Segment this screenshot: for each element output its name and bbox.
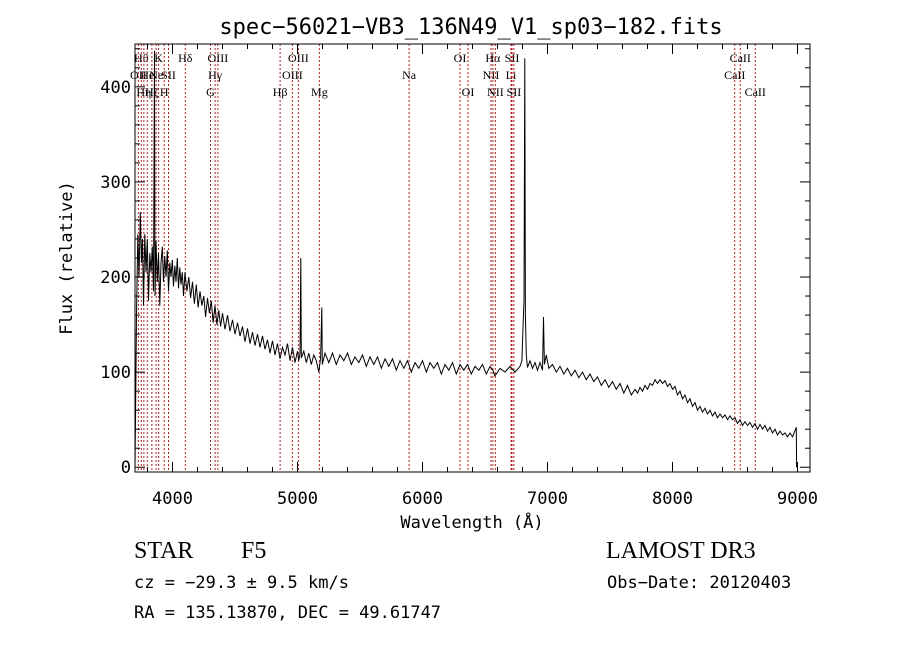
x-tick-label-0: 4000 bbox=[152, 489, 193, 509]
spectral-line-label-1: Hθ bbox=[134, 51, 149, 65]
spectral-line-label-11: Hγ bbox=[208, 68, 223, 82]
spectral-line-label-5: Ne bbox=[149, 68, 163, 82]
x-tick-label-1: 5000 bbox=[277, 489, 318, 509]
y-tick-label-2: 200 bbox=[100, 268, 131, 288]
spectral-line-label-14: OIII bbox=[282, 68, 303, 82]
spectral-line-label-17: Na bbox=[402, 68, 417, 82]
spectral-line-label-19: OI bbox=[462, 85, 475, 99]
spectral-line-label-24: SII bbox=[505, 51, 520, 65]
x-tick-label-4: 8000 bbox=[652, 489, 693, 509]
axis-ticks: 4000 5000 6000 7000 8000 9000 0 100 200 300 400 bbox=[100, 44, 818, 509]
redshift-velocity: cz = −29.3 ± 9.5 km/s bbox=[134, 573, 349, 593]
x-tick-label-2: 6000 bbox=[402, 489, 443, 509]
x-axis-label: Wavelength (Å) bbox=[400, 511, 543, 533]
spectral-line-label-27: CaII bbox=[730, 51, 751, 65]
spectral-line-label-13: Hβ bbox=[273, 85, 288, 99]
spectral-line-label-10: G bbox=[206, 85, 215, 99]
spectral-line-label-4: Hζ bbox=[145, 85, 159, 99]
object-class: STAR bbox=[134, 538, 194, 564]
spectral-line-label-22: NII bbox=[487, 85, 504, 99]
spectral-line-label-23: Li bbox=[506, 68, 517, 82]
spectral-line-label-8: SII bbox=[161, 68, 176, 82]
y-axis-label: Flux (relative) bbox=[57, 181, 77, 335]
spectral-line-label-12: OIII bbox=[208, 51, 229, 65]
y-tick-label-4: 400 bbox=[100, 78, 131, 98]
spectrum-series bbox=[134, 50, 798, 468]
y-tick-label-1: 100 bbox=[100, 363, 131, 383]
spectral-line-label-0: OII bbox=[130, 68, 147, 82]
spectral-line-label-20: NII bbox=[483, 68, 500, 82]
plot-frame bbox=[134, 43, 811, 473]
spectral-line-label-18: OI bbox=[454, 51, 467, 65]
spectral-line-label-7: H bbox=[160, 85, 169, 99]
spectral-line-label-6: K bbox=[154, 51, 163, 65]
survey-name: LAMOST DR3 bbox=[606, 538, 756, 564]
y-tick-label-0: 0 bbox=[121, 458, 131, 478]
spectral-line-label-16: Mg bbox=[311, 85, 328, 99]
y-tick-label-3: 300 bbox=[100, 173, 131, 193]
x-tick-label-5: 9000 bbox=[777, 489, 818, 509]
object-subclass: F5 bbox=[241, 538, 267, 564]
spectrum-line-0 bbox=[134, 50, 798, 468]
observation-date: Obs−Date: 20120403 bbox=[607, 573, 792, 593]
spectral-line-label-15: OIII bbox=[288, 51, 309, 65]
spectral-line-label-25: SII bbox=[507, 85, 522, 99]
chart-title: spec−56021−VB3_136N49_V1_sp03−182.fits bbox=[219, 15, 722, 40]
spectral-line-markers: OIIHθHηHeHζNeKHSIIHδGHγOIIIHβOIIIOIIIMgN… bbox=[130, 44, 766, 472]
ra-dec-coordinates: RA = 135.13870, DEC = 49.61747 bbox=[134, 603, 442, 623]
x-tick-label-3: 7000 bbox=[527, 489, 568, 509]
spectral-line-label-28: CaII bbox=[745, 85, 766, 99]
spectral-line-label-3: He bbox=[140, 68, 154, 82]
spectral-line-label-26: CaII bbox=[724, 68, 745, 82]
spectral-line-label-21: Hα bbox=[485, 51, 501, 65]
spectral-line-label-9: Hδ bbox=[178, 51, 193, 65]
